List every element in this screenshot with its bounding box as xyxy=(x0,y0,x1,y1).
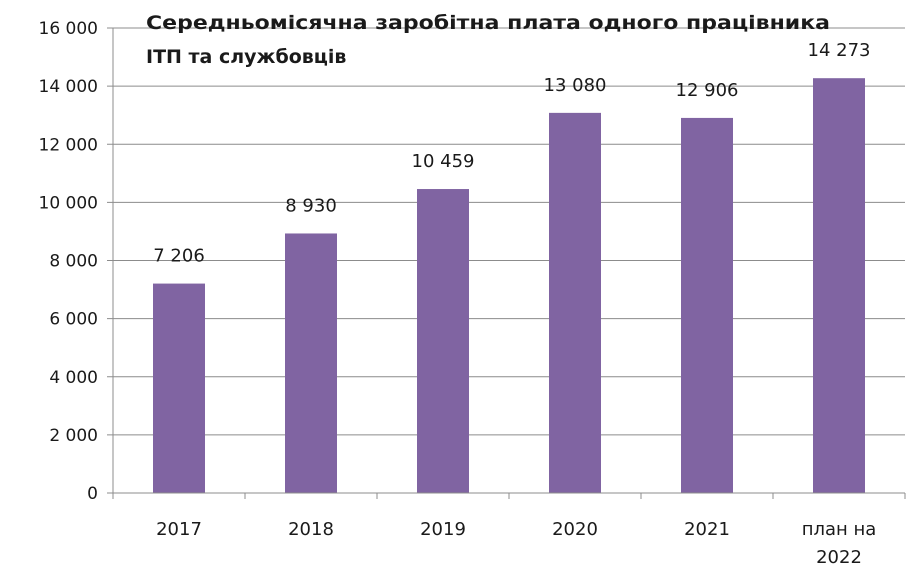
data-label: 7 206 xyxy=(153,246,205,267)
x-tick-label: план на xyxy=(802,519,877,540)
y-tick-label: 2 000 xyxy=(49,426,98,446)
bar xyxy=(813,78,865,493)
data-labels: 7 206 8 930 10 459 13 080 12 906 14 273 xyxy=(153,40,870,266)
data-label: 10 459 xyxy=(412,151,475,172)
chart-title-line: ІТП та службовців xyxy=(146,46,346,68)
bar xyxy=(153,283,205,493)
y-tick-label: 12 000 xyxy=(39,135,98,155)
x-tick-label: 2021 xyxy=(684,519,730,540)
bar xyxy=(417,189,469,493)
data-label: 14 273 xyxy=(808,40,871,61)
data-label: 12 906 xyxy=(676,80,739,101)
gridlines xyxy=(113,27,905,436)
bar-series xyxy=(153,78,865,494)
bar xyxy=(285,233,337,494)
y-tick-label: 4 000 xyxy=(49,368,98,388)
y-tick-label: 14 000 xyxy=(39,77,98,97)
axes xyxy=(107,27,906,499)
x-tick-label: 2018 xyxy=(288,519,334,540)
x-tick-label: 2017 xyxy=(156,519,202,540)
y-tick-label: 16 000 xyxy=(39,19,98,39)
x-axis-tick-labels: 2017 2018 2019 2020 2021 план на 2022 xyxy=(156,519,876,568)
chart-title-line: Середньомісячна заробітна плата одного п… xyxy=(146,12,830,34)
x-tick-label: 2019 xyxy=(420,519,466,540)
y-axis-tick-labels: 0 2 000 4 000 6 000 8 000 10 000 12 000 14 000 1… xyxy=(39,19,98,504)
y-tick-label: 6 000 xyxy=(49,310,98,330)
y-tick-label: 8 000 xyxy=(49,252,98,272)
chart-title: Середньомісячна заробітна плата одного п… xyxy=(146,12,830,68)
bar xyxy=(549,112,601,494)
bar xyxy=(681,117,733,493)
x-tick-label: 2022 xyxy=(816,547,862,568)
x-tick-label: 2020 xyxy=(552,519,598,540)
data-label: 8 930 xyxy=(285,195,337,216)
y-tick-label: 0 xyxy=(87,484,98,504)
data-label: 13 080 xyxy=(544,75,607,96)
y-tick-label: 10 000 xyxy=(39,193,98,213)
